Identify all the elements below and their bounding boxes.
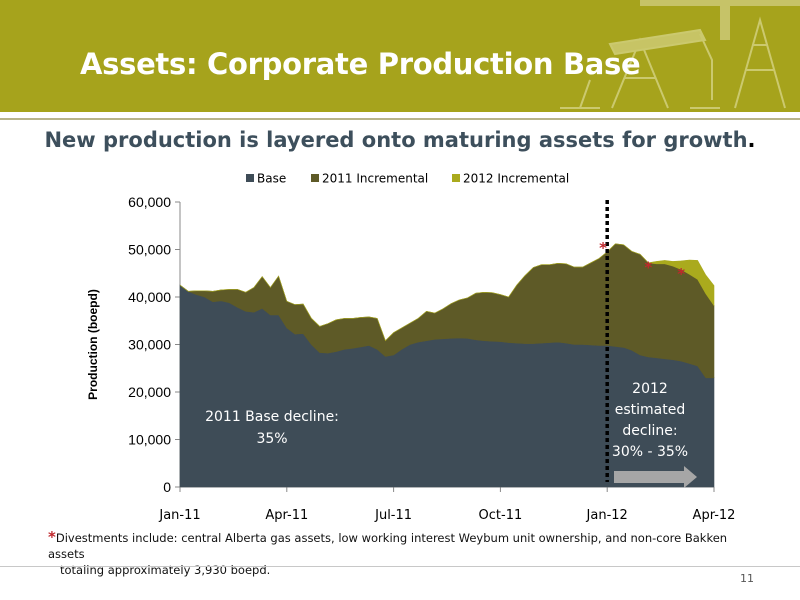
- header-banner: Assets: Corporate Production Base: [0, 0, 800, 112]
- footnote-star: *: [48, 528, 56, 546]
- legend-swatch: [452, 174, 460, 182]
- legend-label: 2012 Incremental: [463, 172, 569, 186]
- y-tick-label: 30,000: [128, 337, 171, 353]
- legend-label: Base: [257, 172, 286, 186]
- production-chart: Base 2011 Incremental 2012 Incremental 0 10…: [86, 172, 736, 524]
- base-decline-line-1: 2011 Base decline:: [205, 409, 339, 425]
- x-tick-label: Jul-11: [374, 508, 412, 523]
- slide-subtitle: New production is layered onto maturing …: [0, 128, 800, 152]
- chart-legend: Base 2011 Incremental 2012 Incremental: [246, 172, 569, 186]
- x-tick-label: Apr-11: [265, 508, 308, 523]
- x-axis: Jan-11 Apr-11 Jul-11 Oct-11 Jan-12 Apr-12: [158, 486, 736, 523]
- forecast-arrow-icon: [614, 466, 697, 488]
- legend-swatch: [246, 174, 254, 182]
- x-tick-label: Jan-12: [586, 508, 628, 523]
- page-title: Assets: Corporate Production Base: [80, 47, 641, 81]
- estimated-decline-line-1: 2012: [632, 381, 668, 397]
- y-axis-label: Production (boepd): [86, 289, 100, 400]
- oil-pump-decoration-icon: [560, 0, 800, 109]
- legend-swatch: [311, 174, 319, 182]
- area-2012-incremental: [179, 243, 715, 342]
- subtitle-period: .: [747, 128, 756, 152]
- estimated-decline-line-3: decline:: [622, 423, 677, 439]
- divestment-star-marker: *: [599, 239, 607, 257]
- footnote-line-2: totaling approximately 3,930 boepd.: [60, 563, 271, 577]
- y-tick-label: 0: [163, 479, 171, 495]
- y-tick-label: 20,000: [128, 384, 171, 400]
- estimated-decline-line-2: estimated: [615, 402, 686, 418]
- y-tick-label: 50,000: [128, 242, 171, 258]
- footnote-line-1: Divestments include: central Alberta gas…: [48, 531, 728, 561]
- subtitle-text: New production is layered onto maturing …: [44, 128, 748, 152]
- divestment-star-marker: *: [677, 265, 685, 283]
- y-tick-label: 10,000: [128, 432, 171, 448]
- x-tick-label: Apr-12: [693, 508, 736, 523]
- header-divider: [0, 112, 800, 117]
- stacked-areas: [179, 243, 715, 488]
- y-tick-label: 60,000: [128, 194, 171, 210]
- base-decline-line-2: 35%: [256, 431, 287, 447]
- divestment-star-marker: *: [644, 259, 652, 277]
- page-number: 11: [740, 572, 754, 585]
- y-tick-label: 40,000: [128, 289, 171, 305]
- footnote: *Divestments include: central Alberta ga…: [48, 529, 738, 578]
- estimated-decline-line-4: 30% - 35%: [612, 444, 688, 460]
- footer-divider: [0, 566, 800, 567]
- chart-overlays: 2011 Base decline: 35% 2012 estimated declin…: [205, 200, 697, 488]
- y-axis: 0 10,000 20,000 30,000 40,000 50,000 60,000 Pro…: [86, 194, 181, 495]
- x-tick-label: Jan-11: [158, 508, 200, 523]
- header-underline: [0, 118, 800, 120]
- legend-label: 2011 Incremental: [322, 172, 428, 186]
- x-tick-label: Oct-11: [479, 508, 523, 523]
